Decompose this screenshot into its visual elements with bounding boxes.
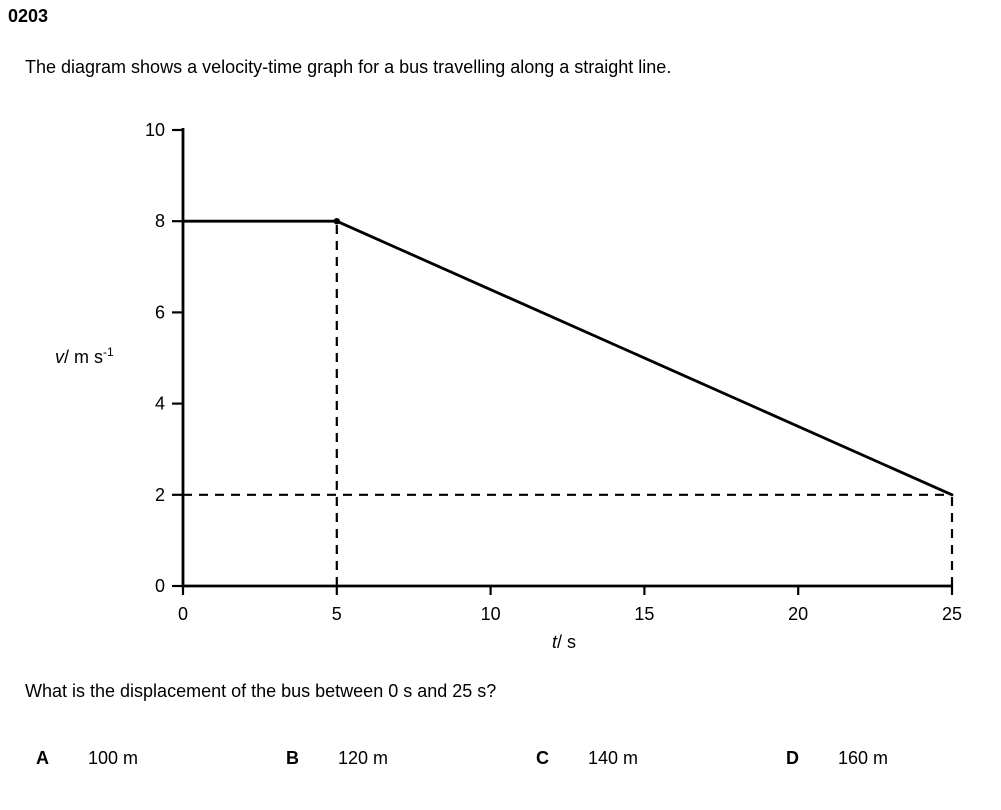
option-value: 140 m <box>588 748 639 768</box>
x-tick-label: 25 <box>942 604 962 624</box>
y-axis-variable: v <box>55 347 64 367</box>
option-letter: A <box>36 748 49 768</box>
y-tick-label: 6 <box>155 302 165 322</box>
y-tick-label: 0 <box>155 576 165 596</box>
answer-option-b: B 120 m <box>286 748 388 769</box>
option-value: 120 m <box>338 748 389 768</box>
option-letter: C <box>536 748 549 768</box>
question-id: 0203 <box>8 6 49 26</box>
answer-option-d: D 160 m <box>786 748 888 769</box>
answer-option-c: C 140 m <box>536 748 638 769</box>
x-tick-label: 15 <box>634 604 654 624</box>
option-letter: B <box>286 748 299 768</box>
option-letter: D <box>786 748 799 768</box>
option-value: 100 m <box>88 748 139 768</box>
series-line-bus-velocity <box>181 219 954 497</box>
question-text: What is the displacement of the bus betw… <box>25 681 497 701</box>
answer-option-a: A 100 m <box>36 748 138 769</box>
intro-text: The diagram shows a velocity-time graph … <box>25 57 672 77</box>
y-axis-label: v/ m s-1 <box>55 345 114 368</box>
x-tick-label: 0 <box>178 604 188 624</box>
y-tick-label: 8 <box>155 211 165 231</box>
vertex-marker <box>333 218 340 225</box>
velocity-time-graph: 0 2 4 6 8 10 0 5 10 15 20 25 <box>145 120 962 624</box>
x-tick-label: 5 <box>332 604 342 624</box>
option-value: 160 m <box>838 748 889 768</box>
y-tick-label: 10 <box>145 120 165 140</box>
x-axis-label: t/ s <box>552 632 576 653</box>
y-tick-label: 4 <box>155 394 165 414</box>
y-tick-label: 2 <box>155 485 165 505</box>
x-tick-label: 20 <box>788 604 808 624</box>
y-axis-unit: / m s <box>64 347 103 367</box>
y-axis-exponent: -1 <box>103 345 114 359</box>
x-tick-label: 10 <box>481 604 501 624</box>
x-axis-variable: t <box>552 632 558 652</box>
x-axis-unit: / s <box>557 632 577 652</box>
